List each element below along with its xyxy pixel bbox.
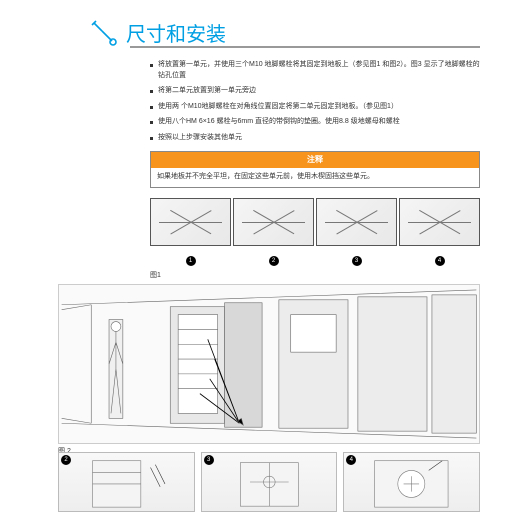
number-badge: 4 [346,455,356,465]
figure-2 [58,284,480,444]
figure-label: 图1 [150,270,480,280]
panel-row [150,198,480,246]
note-box: 注释 如果地板并不完全平坦，在固定这些单元前，使用木楔固挡这些单元。 [150,151,480,188]
number-badge: 3 [352,256,362,266]
panel [316,198,397,246]
list-item: 将放置第一单元，并使用三个M10 地脚螺栓将其固定到地板上（参见图1 和图2）。… [150,60,480,81]
title-underline [130,46,480,48]
note-body: 如果地板并不完全平坦，在固定这些单元前，使用木楔固挡这些单元。 [151,168,479,187]
list-item: 使用两 个M10地脚螺栓在对角线位置固定将第二单元固定到地板。（参见图1） [150,102,480,113]
detail-icon [202,453,337,511]
detail-panel: 3 [201,452,338,512]
list-item: 按照以上步骤安装其他单元 [150,133,480,144]
number-badge: 3 [204,455,214,465]
page-title: 尺寸和安装 [126,18,226,47]
number-badge: 2 [61,455,71,465]
screwdriver-icon [90,19,118,47]
number-badge: 4 [435,256,445,266]
panel [399,198,480,246]
panel [233,198,314,246]
list-item: 使用八个HM 6×16 螺栓与6mm 直径的带倒钩的垫圈。使用8.8 级地螺母和… [150,117,480,128]
page-header: 尺寸和安装 [90,18,226,47]
number-badge: 2 [269,256,279,266]
detail-panel: 4 [343,452,480,512]
number-badge: 1 [186,256,196,266]
note-header: 注释 [151,152,479,168]
figure-1: 1 2 3 4 图1 [150,198,480,280]
detail-row: 2 3 4 [58,452,480,512]
detail-icon [344,453,479,511]
instruction-list: 将放置第一单元，并使用三个M10 地脚螺栓将其固定到地板上（参见图1 和图2）。… [150,60,480,143]
panel-numbers: 1 2 3 4 [150,249,480,267]
detail-icon [59,453,194,511]
instructions: 将放置第一单元，并使用三个M10 地脚螺栓将其固定到地板上（参见图1 和图2）。… [150,60,480,188]
room-diagram-icon [59,285,479,443]
list-item: 将第二单元放置到第一单元旁边 [150,86,480,97]
detail-panel: 2 [58,452,195,512]
panel [150,198,231,246]
